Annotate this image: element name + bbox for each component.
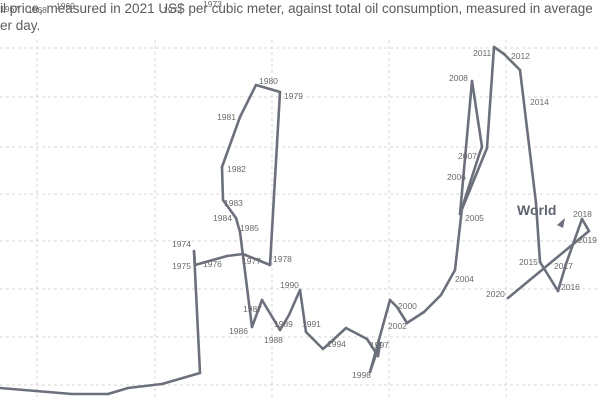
- year-label: 2011: [473, 48, 492, 58]
- series-line-segment: [0, 386, 38, 393]
- series-line-segment: [287, 288, 302, 317]
- year-label: 2008: [449, 73, 468, 83]
- series-line-segment: [221, 198, 238, 220]
- year-label: 1984: [213, 213, 232, 223]
- series-line-segment: [439, 268, 457, 297]
- series-line-segment: [238, 83, 258, 119]
- series-line-segment: [344, 326, 369, 341]
- series-line-segment: [518, 68, 538, 205]
- series-line-segment: [492, 45, 506, 56]
- series-line-segment: [160, 371, 202, 386]
- gridlines: [0, 40, 600, 400]
- year-label: 2017: [554, 261, 573, 271]
- series-line-segment: [453, 206, 464, 272]
- year-label: 1977: [242, 256, 261, 266]
- year-label: 1975: [172, 261, 191, 271]
- year-label: 2002: [388, 321, 407, 331]
- year-label: 1994: [327, 339, 346, 349]
- series-line-segment: [220, 115, 242, 169]
- year-label: 1969: [56, 1, 75, 11]
- year-label: 2007: [458, 151, 477, 161]
- year-label: 1968: [28, 5, 47, 15]
- series-line-segment: [368, 298, 392, 374]
- year-label: 1988: [264, 335, 283, 345]
- series-line-segment: [278, 313, 291, 332]
- series-line-segment: [477, 145, 484, 157]
- series-line-segment: [564, 217, 584, 266]
- series-line-segment: [580, 217, 591, 233]
- series-line-segment: [458, 79, 474, 216]
- year-label: 1973: [203, 0, 222, 9]
- year-label: 1978: [273, 254, 292, 264]
- year-label: 2000: [398, 301, 417, 311]
- series-line-segment: [538, 260, 560, 293]
- series-line-segment: [304, 330, 325, 351]
- year-label: 1989: [274, 319, 293, 329]
- series-line-segment: [534, 201, 542, 264]
- series-line-segment: [321, 338, 335, 351]
- year-label: 2020: [486, 289, 505, 299]
- year-label: 2005: [465, 213, 484, 223]
- series-line-segment: [250, 298, 264, 329]
- year-label: 2004: [455, 274, 474, 284]
- series-line-segment: [34, 389, 74, 396]
- year-label: 1987: [243, 304, 262, 314]
- year-label: 1982: [227, 164, 246, 174]
- series-line-segment: [192, 249, 202, 375]
- chart-subtitle: il price, measured in 2021 US$ per cubic…: [0, 1, 593, 33]
- series-line-segment: [485, 45, 496, 150]
- series-line-segment: [502, 52, 522, 72]
- year-label: 1998: [352, 370, 371, 380]
- series-line-segment: [331, 326, 348, 342]
- series-line-segment: [506, 229, 591, 300]
- year-label: 1974: [172, 239, 191, 249]
- series-line-segment: [126, 382, 164, 390]
- series-line-segment: [106, 386, 130, 396]
- series-line-segment: [556, 262, 568, 293]
- series-line-segment: [220, 165, 225, 202]
- series-line-segment: [268, 90, 282, 267]
- series-line-segment: [238, 230, 254, 329]
- year-label: 2015: [519, 257, 538, 267]
- year-label: 1972: [163, 5, 182, 15]
- year-label: 2006: [447, 172, 466, 182]
- series-line-segment: [458, 146, 489, 216]
- year-label: 1986: [229, 326, 248, 336]
- year-label: 1991: [302, 319, 321, 329]
- year-label: 1967: [0, 4, 19, 14]
- year-label: 1981: [217, 112, 236, 122]
- series-line-segment: [193, 254, 229, 267]
- series-line-segment: [234, 216, 242, 234]
- series-line-segment: [298, 288, 308, 334]
- series-label-world: World: [517, 202, 556, 218]
- year-label: 1980: [259, 76, 278, 86]
- year-label: 1985: [240, 223, 259, 233]
- series-line-segment: [395, 305, 409, 325]
- year-label: 2016: [561, 282, 580, 292]
- series-line-segment: [260, 298, 282, 332]
- year-label: 2018: [573, 209, 592, 219]
- series-line-segment: [422, 293, 443, 314]
- series-lines: [0, 45, 591, 396]
- series-line-segment: [470, 79, 484, 149]
- series-line-segment: [388, 298, 399, 309]
- series-line-segment: [241, 252, 272, 267]
- year-label: 1997: [370, 340, 389, 350]
- series-line-segment: [405, 310, 426, 325]
- year-labels: 1967196819691970197119721973197419751976…: [0, 0, 597, 380]
- series-label-arrowhead: [557, 218, 565, 228]
- series-labels: World: [517, 202, 565, 228]
- year-label: 2012: [511, 51, 530, 61]
- series-line-segment: [225, 252, 245, 258]
- series-line-segment: [254, 83, 282, 94]
- year-label: 1979: [284, 91, 303, 101]
- year-label: 1990: [280, 280, 299, 290]
- year-label: 2014: [530, 97, 549, 107]
- year-label: 1983: [224, 198, 243, 208]
- year-label: 1976: [203, 259, 222, 269]
- year-label: 2019: [578, 235, 597, 245]
- series-line-segment: [192, 249, 197, 267]
